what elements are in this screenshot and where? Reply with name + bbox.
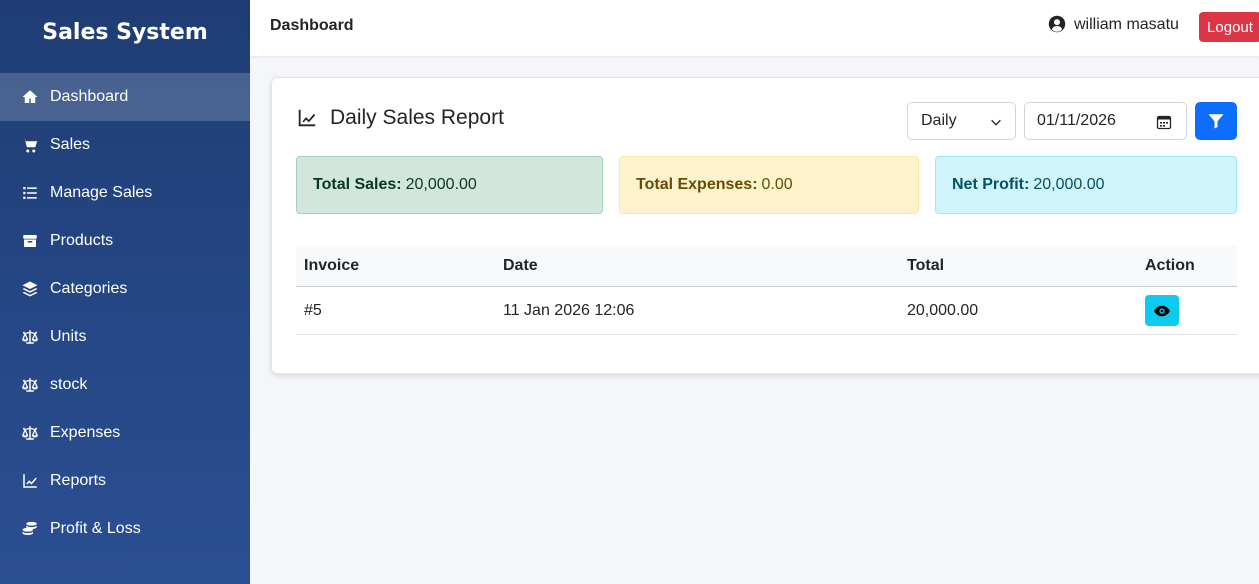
logout-button[interactable]: Logout (1199, 12, 1259, 42)
sidebar-item-profit-loss[interactable]: Profit & Loss (0, 505, 250, 553)
sidebar-item-label: stock (50, 376, 88, 393)
scale-icon (20, 327, 40, 347)
sidebar-item-label: Products (50, 232, 114, 249)
cart-icon (20, 135, 40, 155)
chevron-down-icon (991, 119, 1001, 126)
total-cell: 20,000.00 (907, 301, 979, 319)
sidebar-item-units[interactable]: Units (0, 313, 250, 361)
coins-icon (20, 519, 40, 539)
sidebar-item-label: Sales (50, 136, 91, 153)
total-expenses-label: Total Expenses: (636, 176, 758, 193)
report-title-text: Daily Sales Report (330, 106, 504, 129)
sidebar-item-dashboard[interactable]: Dashboard (0, 73, 250, 121)
list-icon (20, 183, 40, 203)
sidebar-item-label: Units (50, 328, 87, 345)
sidebar-item-manage-sales[interactable]: Manage Sales (0, 169, 250, 217)
chart-line-icon (20, 471, 40, 491)
action-cell (1145, 287, 1179, 334)
page-title: Dashboard (270, 17, 354, 34)
column-header-invoice: Invoice (304, 257, 360, 274)
scale-icon (20, 423, 40, 443)
sidebar-item-label: Categories (50, 280, 128, 297)
sidebar-item-sales[interactable]: Sales (0, 121, 250, 169)
table-header: Invoice Date Total Action (296, 246, 1237, 287)
filter-button[interactable] (1195, 102, 1237, 140)
period-select[interactable]: Daily (907, 102, 1016, 140)
invoice-cell: #5 (304, 301, 322, 319)
sidebar-item-products[interactable]: Products (0, 217, 250, 265)
calendar-icon[interactable] (1156, 114, 1172, 130)
total-sales-label: Total Sales: (313, 176, 402, 193)
scale-icon (20, 375, 40, 395)
net-profit-value: 20,000.00 (1033, 176, 1105, 193)
chart-line-icon (298, 109, 316, 127)
column-header-total: Total (907, 257, 945, 274)
box-icon (20, 231, 40, 251)
eye-icon (1154, 305, 1170, 316)
sidebar-item-categories[interactable]: Categories (0, 265, 250, 313)
total-sales-card: Total Sales: 20,000.00 (296, 156, 603, 214)
sidebar-item-stock[interactable]: stock (0, 361, 250, 409)
sidebar-item-label: Profit & Loss (50, 520, 141, 537)
date-cell: 11 Jan 2026 12:06 (503, 301, 635, 319)
date-input[interactable]: 01/11/2026 (1024, 102, 1187, 140)
net-profit-card: Net Profit: 20,000.00 (935, 156, 1237, 214)
sidebar-item-label: Expenses (50, 424, 121, 441)
table-row: #5 11 Jan 2026 12:06 20,000.00 (296, 287, 1237, 335)
sidebar-item-label: Dashboard (50, 88, 129, 105)
sales-report-card: Daily Sales Report Daily 01/11/2026 Tota… (271, 77, 1259, 374)
date-input-value: 01/11/2026 (1037, 112, 1116, 129)
topbar: Dashboard william masatu Logout (250, 0, 1259, 56)
sidebar: Sales System Dashboard Sales Manage Sale… (0, 0, 250, 584)
brand-title: Sales System (42, 19, 208, 45)
report-title: Daily Sales Report (296, 106, 504, 130)
net-profit-label: Net Profit: (952, 176, 1030, 193)
user-name[interactable]: william masatu (1074, 16, 1179, 33)
sidebar-item-label: Manage Sales (50, 184, 153, 201)
home-icon (20, 87, 40, 107)
sidebar-item-reports[interactable]: Reports (0, 457, 250, 505)
sidebar-item-expenses[interactable]: Expenses (0, 409, 250, 457)
period-select-value: Daily (921, 112, 957, 129)
column-header-action: Action (1145, 257, 1195, 274)
view-button[interactable] (1145, 295, 1179, 326)
filter-icon (1208, 114, 1224, 129)
sales-table: Invoice Date Total Action #5 11 Jan 2026… (296, 246, 1237, 335)
user-circle-icon (1048, 15, 1066, 33)
total-sales-value: 20,000.00 (405, 176, 477, 193)
total-expenses-value: 0.00 (761, 176, 793, 193)
column-header-date: Date (503, 257, 538, 274)
layers-icon (20, 279, 40, 299)
sidebar-item-label: Reports (50, 472, 107, 489)
total-expenses-card: Total Expenses: 0.00 (619, 156, 919, 214)
